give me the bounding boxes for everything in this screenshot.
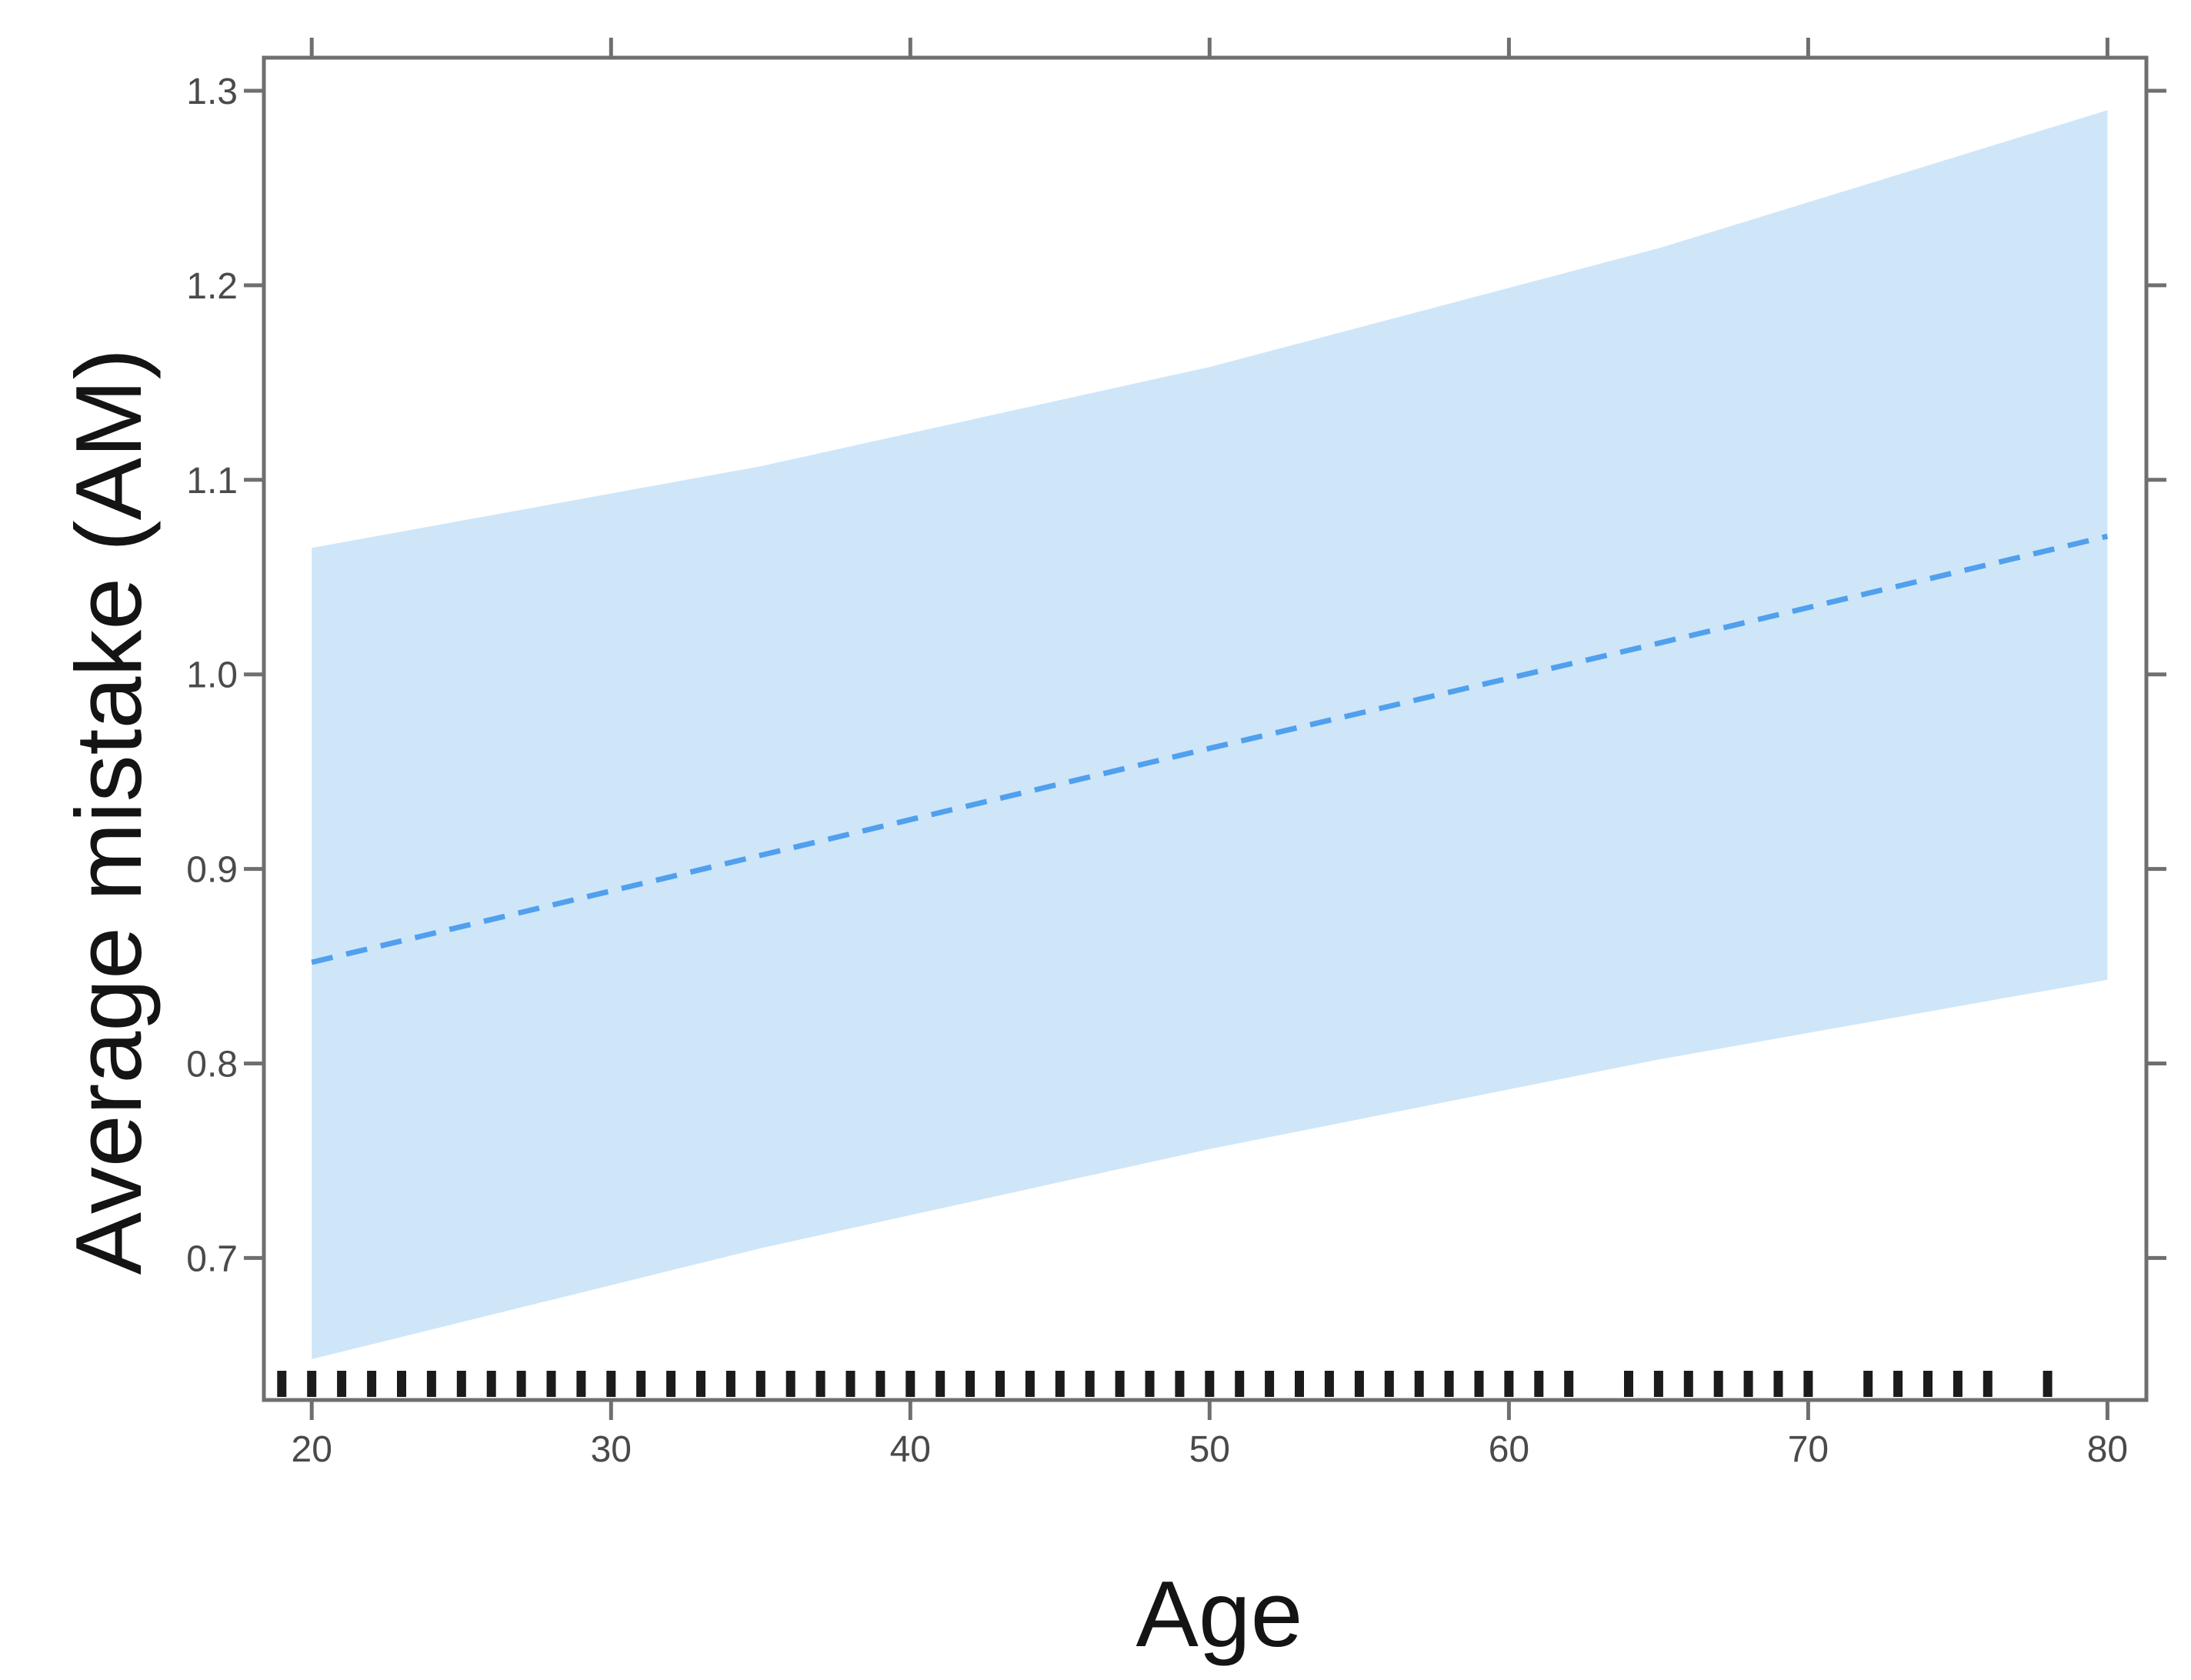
rug-mark xyxy=(1295,1371,1304,1397)
y-tick-label: 0.9 xyxy=(186,850,238,891)
y-tick-label: 1.0 xyxy=(186,655,238,696)
x-tick-label: 80 xyxy=(2087,1429,2128,1470)
rug-mark xyxy=(845,1371,855,1397)
x-tick-label: 20 xyxy=(292,1429,332,1470)
rug-mark xyxy=(606,1371,616,1397)
rug-mark xyxy=(1205,1371,1215,1397)
rug-mark xyxy=(277,1371,287,1397)
rug-mark xyxy=(935,1371,945,1397)
rug-mark xyxy=(995,1371,1005,1397)
rug-mark xyxy=(426,1371,436,1397)
rug-mark xyxy=(666,1371,676,1397)
rug-mark xyxy=(397,1371,406,1397)
rug-mark xyxy=(1743,1371,1753,1397)
rug-mark xyxy=(546,1371,556,1397)
rug-mark xyxy=(1653,1371,1663,1397)
rug-mark xyxy=(1235,1371,1245,1397)
rug-mark xyxy=(1534,1371,1544,1397)
rug-mark xyxy=(1265,1371,1275,1397)
rug-mark xyxy=(636,1371,646,1397)
rug-mark xyxy=(815,1371,825,1397)
x-axis-title: Age xyxy=(1136,1562,1302,1666)
rug-mark xyxy=(1055,1371,1065,1397)
rug-mark xyxy=(1803,1371,1813,1397)
rug-mark xyxy=(1324,1371,1334,1397)
rug-mark xyxy=(367,1371,377,1397)
rug-mark xyxy=(1474,1371,1484,1397)
rug-mark xyxy=(2043,1371,2053,1397)
y-tick-label: 1.1 xyxy=(186,461,238,502)
rug-mark xyxy=(1893,1371,1903,1397)
rug-mark xyxy=(755,1371,765,1397)
rug-mark xyxy=(1773,1371,1783,1397)
rug-mark xyxy=(1564,1371,1574,1397)
rug-mark xyxy=(1115,1371,1125,1397)
rug-mark xyxy=(1504,1371,1514,1397)
y-tick-label: 1.3 xyxy=(186,72,238,112)
rug-mark xyxy=(1025,1371,1035,1397)
rug-mark xyxy=(307,1371,317,1397)
rug-mark xyxy=(1863,1371,1873,1397)
rug-mark xyxy=(1444,1371,1454,1397)
confidence-band xyxy=(312,110,2108,1359)
rug-mark xyxy=(486,1371,496,1397)
x-tick-label: 40 xyxy=(890,1429,931,1470)
plot-area: 20 30 40 50 60 70 80 0.7 0.8 0.9 1.0 1.1 1.2 1.3 xyxy=(186,38,2166,1470)
x-tick-label: 60 xyxy=(1489,1429,1529,1470)
rug-mark xyxy=(1384,1371,1394,1397)
rug-mark xyxy=(1983,1371,1993,1397)
fitted-line xyxy=(311,533,2109,965)
rug-mark xyxy=(1683,1371,1693,1397)
rug-mark xyxy=(875,1371,885,1397)
rug-mark xyxy=(1713,1371,1723,1397)
x-tick-label: 50 xyxy=(1189,1429,1230,1470)
y-tick-label: 1.2 xyxy=(186,266,238,307)
rug-mark xyxy=(456,1371,466,1397)
rug-mark xyxy=(1923,1371,1933,1397)
rug-mark xyxy=(725,1371,735,1397)
x-tick-label: 30 xyxy=(591,1429,632,1470)
rug-mark xyxy=(1145,1371,1155,1397)
rug-mark xyxy=(1414,1371,1424,1397)
x-tick-label: 70 xyxy=(1788,1429,1829,1470)
rug-mark xyxy=(696,1371,705,1397)
rug-mark xyxy=(785,1371,795,1397)
y-axis-title: Average mistake (AM) xyxy=(56,348,161,1275)
rug-mark xyxy=(1953,1371,1963,1397)
rug-mark xyxy=(576,1371,586,1397)
rug-mark xyxy=(965,1371,975,1397)
y-tick-label: 0.7 xyxy=(186,1238,238,1279)
rug-mark xyxy=(1354,1371,1364,1397)
y-tick-label: 0.8 xyxy=(186,1045,238,1085)
rug-mark xyxy=(337,1371,347,1397)
rug-mark xyxy=(516,1371,526,1397)
rug-mark xyxy=(1624,1371,1633,1397)
rug-mark xyxy=(1085,1371,1095,1397)
plot-frame xyxy=(262,55,2149,1402)
rug-mark xyxy=(905,1371,915,1397)
rug-mark xyxy=(1175,1371,1185,1397)
